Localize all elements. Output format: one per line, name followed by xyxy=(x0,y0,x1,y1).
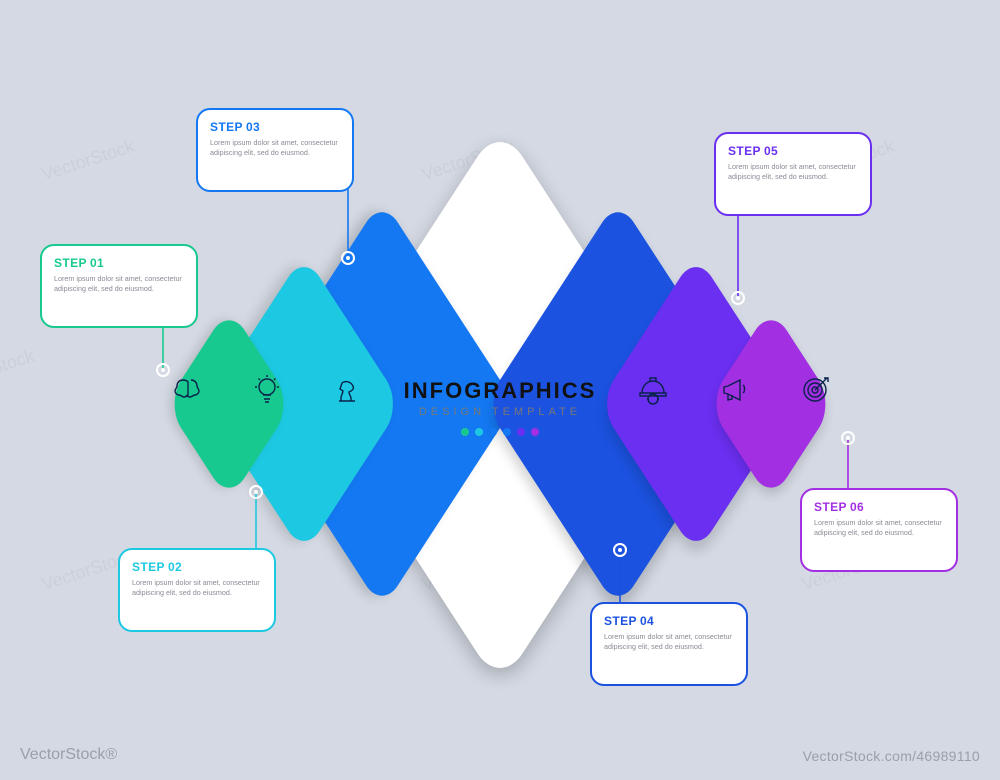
anchor-1 xyxy=(156,363,170,377)
dot xyxy=(489,428,497,436)
step-title: STEP05 xyxy=(728,144,858,158)
dot xyxy=(475,428,483,436)
infographic-stage: VectorStock VectorStock VectorStock Vect… xyxy=(0,0,1000,780)
title: INFOGRAPHICS xyxy=(0,378,1000,404)
dot xyxy=(531,428,539,436)
step-desc: Lorem ipsum dolor sit amet, consectetur … xyxy=(132,578,262,599)
anchor-3 xyxy=(341,251,355,265)
step-desc: Lorem ipsum dolor sit amet, consectetur … xyxy=(210,138,340,159)
step-desc: Lorem ipsum dolor sit amet, consectetur … xyxy=(728,162,858,183)
step-title: STEP06 xyxy=(814,500,944,514)
step-desc: Lorem ipsum dolor sit amet, consectetur … xyxy=(814,518,944,539)
dot xyxy=(461,428,469,436)
watermark: VectorStock xyxy=(39,136,137,186)
dot xyxy=(517,428,525,436)
step-desc: Lorem ipsum dolor sit amet, consectetur … xyxy=(54,274,184,295)
step-title: STEP03 xyxy=(210,120,340,134)
dot xyxy=(503,428,511,436)
anchor-2 xyxy=(249,485,263,499)
step-box-2: STEP02 Lorem ipsum dolor sit amet, conse… xyxy=(118,548,276,632)
step-title: STEP02 xyxy=(132,560,262,574)
step-box-5: STEP05 Lorem ipsum dolor sit amet, conse… xyxy=(714,132,872,216)
dots-row xyxy=(0,428,1000,436)
step-box-1: STEP01 Lorem ipsum dolor sit amet, conse… xyxy=(40,244,198,328)
step-desc: Lorem ipsum dolor sit amet, consectetur … xyxy=(604,632,734,653)
step-box-3: STEP03 Lorem ipsum dolor sit amet, conse… xyxy=(196,108,354,192)
footer-right: VectorStock.com/46989110 xyxy=(803,748,980,764)
step-title: STEP01 xyxy=(54,256,184,270)
footer-left: VectorStock® xyxy=(20,746,117,764)
step-box-6: STEP06 Lorem ipsum dolor sit amet, conse… xyxy=(800,488,958,572)
center-title: INFOGRAPHICS DESIGN TEMPLATE xyxy=(0,378,1000,436)
step-box-4: STEP04 Lorem ipsum dolor sit amet, conse… xyxy=(590,602,748,686)
subtitle: DESIGN TEMPLATE xyxy=(0,406,1000,418)
anchor-5 xyxy=(731,291,745,305)
anchor-4 xyxy=(613,543,627,557)
step-title: STEP04 xyxy=(604,614,734,628)
